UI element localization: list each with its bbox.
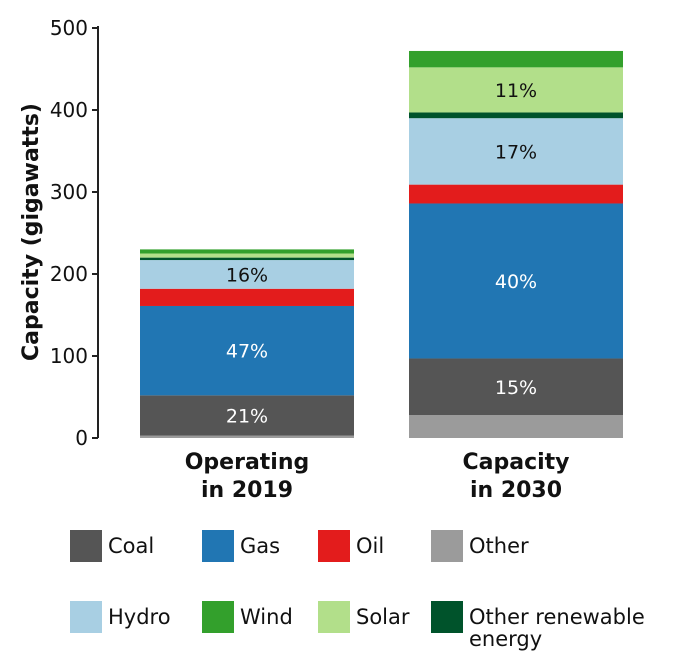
y-tick-label: 500 [50,16,88,40]
category-label: Operating in 2019 [185,450,310,503]
bar-segment-oil [409,184,623,204]
bar-segment-other [140,435,354,438]
data-label: 16% [226,264,268,286]
category-label: Capacity in 2030 [462,450,569,503]
bar-segment-coal [409,358,623,416]
data-label: 47% [226,341,268,363]
bar-segment-other [409,415,623,438]
data-label: 11% [495,80,537,102]
y-tick-label: 400 [50,98,88,122]
data-label: 15% [495,377,537,399]
category-labels: Operating in 2019 Capacity in 2030 [185,450,570,503]
data-label: 40% [495,271,537,293]
bar-segment-oil [140,288,354,306]
bar-segment-hydro [409,118,623,185]
y-tick-label: 200 [50,262,88,286]
bar-segment-wind [409,50,623,68]
bar-segment-coal [140,395,354,436]
bar-segment-gas [140,305,354,396]
bar-segment-other-renewable-energy [409,112,623,119]
y-axis-title: Capacity (gigawatts) [19,103,44,361]
data-label: 21% [226,405,268,427]
y-tick-label: 0 [75,426,88,450]
bars: 21% 47% 16% 15% 40% 17% 11% [140,50,623,438]
data-label: 17% [495,141,537,163]
y-axis: 0 100 200 300 400 500 [50,16,99,450]
bar-segment-gas [409,203,623,359]
bar-segment-other-renewable-energy [140,257,354,261]
bar-segment-wind [140,249,354,254]
y-tick-label: 100 [50,344,88,368]
bar-segment-solar [140,253,354,258]
y-tick-label: 300 [50,180,88,204]
bar-segment-solar [409,67,623,113]
bar-segment-hydro [140,260,354,289]
